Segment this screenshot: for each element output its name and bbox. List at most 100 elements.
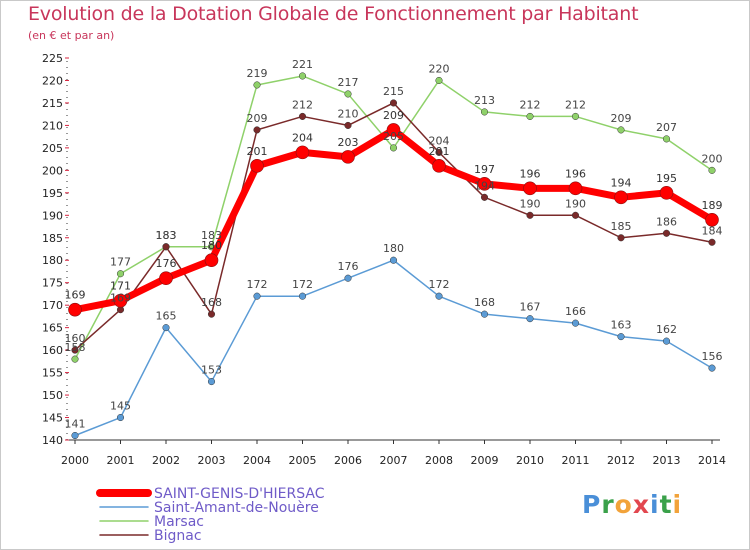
data-label-marsac: 219 — [247, 67, 268, 80]
data-label-saint-amant-de-nouere: 172 — [429, 278, 450, 291]
chart-axes: 1401451501551601651701751801851901952002… — [42, 52, 726, 467]
data-label-saint-amant-de-nouere: 141 — [65, 418, 86, 431]
data-label-bignac: 184 — [702, 224, 723, 237]
x-tick-label: 2013 — [653, 454, 681, 467]
data-point-marsac — [253, 81, 261, 89]
logo-letter: x — [632, 490, 650, 519]
data-label-saint-amant-de-nouere: 153 — [201, 364, 222, 377]
data-label-bignac: 209 — [247, 112, 268, 125]
data-label-saint-amant-de-nouere: 176 — [338, 260, 359, 273]
x-tick-label: 2014 — [698, 454, 726, 467]
data-label-bignac: 190 — [565, 197, 586, 210]
data-label-marsac: 158 — [65, 341, 86, 354]
data-point-bignac — [480, 193, 489, 201]
data-point-marsac — [617, 126, 625, 134]
data-point-marsac — [708, 166, 716, 174]
data-point-saint-amant-de-nouere — [662, 337, 671, 345]
data-point-saint-genis-d-hiersac — [432, 159, 446, 173]
data-label-saint-genis-d-hiersac: 196 — [520, 167, 541, 180]
legend-label-saint-genis-d-hiersac: SAINT-GENIS-D'HIERSAC — [154, 486, 325, 502]
logo-letter: t — [659, 490, 673, 519]
x-tick-label: 2003 — [198, 454, 226, 467]
y-tick-label: 165 — [42, 322, 63, 335]
data-point-saint-amant-de-nouere — [71, 431, 79, 440]
x-tick-label: 2006 — [334, 454, 362, 467]
data-point-saint-amant-de-nouere — [344, 274, 352, 282]
data-point-saint-genis-d-hiersac — [250, 159, 264, 173]
data-point-saint-genis-d-hiersac — [523, 181, 537, 196]
data-label-saint-genis-d-hiersac: 195 — [656, 172, 677, 185]
data-label-marsac: 221 — [292, 58, 313, 71]
data-label-bignac: 215 — [383, 85, 404, 98]
data-point-saint-genis-d-hiersac — [386, 123, 401, 137]
data-label-saint-amant-de-nouere: 167 — [520, 301, 541, 314]
data-point-saint-amant-de-nouere — [526, 315, 534, 323]
data-label-saint-genis-d-hiersac: 201 — [247, 145, 268, 158]
data-point-bignac — [253, 126, 261, 134]
logo-letter: o — [614, 490, 633, 519]
data-point-saint-amant-de-nouere — [389, 256, 398, 264]
data-point-bignac — [435, 148, 443, 156]
x-tick-label: 2011 — [562, 454, 590, 467]
logo-letter: i — [672, 490, 683, 519]
data-label-bignac: 186 — [656, 215, 677, 228]
data-label-saint-amant-de-nouere: 145 — [110, 400, 131, 413]
x-tick-label: 2009 — [471, 454, 499, 467]
x-tick-label: 2001 — [107, 454, 135, 467]
data-point-marsac — [71, 355, 79, 363]
x-tick-label: 2007 — [380, 454, 408, 467]
data-label-bignac: 169 — [110, 292, 131, 305]
data-point-bignac — [708, 238, 716, 246]
data-label-marsac: 213 — [474, 94, 495, 107]
y-tick-label: 145 — [42, 412, 63, 425]
data-point-saint-genis-d-hiersac — [477, 177, 492, 191]
y-tick-label: 210 — [42, 119, 63, 132]
data-point-saint-amant-de-nouere — [571, 319, 580, 327]
data-label-saint-genis-d-hiersac: 176 — [156, 257, 177, 270]
data-point-saint-genis-d-hiersac — [341, 150, 355, 164]
data-point-bignac — [662, 229, 671, 237]
data-point-bignac — [298, 112, 307, 120]
data-label-saint-amant-de-nouere: 165 — [156, 310, 177, 323]
y-tick-label: 155 — [42, 367, 63, 380]
data-label-saint-amant-de-nouere: 172 — [292, 278, 313, 291]
data-label-saint-genis-d-hiersac: 169 — [65, 289, 86, 302]
data-point-marsac — [662, 135, 671, 143]
data-label-saint-genis-d-hiersac: 171 — [110, 280, 131, 293]
y-tick-label: 225 — [42, 52, 63, 65]
x-tick-label: 2008 — [425, 454, 453, 467]
data-point-marsac — [116, 270, 125, 278]
chart-legend: SAINT-GENIS-D'HIERSACSaint-Amant-de-Nouè… — [96, 486, 325, 544]
y-tick-label: 180 — [42, 254, 63, 267]
data-point-marsac — [480, 108, 489, 116]
legend-label-marsac: Marsac — [154, 514, 204, 530]
data-label-bignac: 212 — [292, 98, 313, 111]
data-label-saint-amant-de-nouere: 172 — [247, 278, 268, 291]
data-label-bignac: 190 — [520, 197, 541, 210]
data-point-bignac — [207, 310, 216, 318]
data-point-saint-genis-d-hiersac — [68, 302, 82, 317]
data-label-saint-genis-d-hiersac: 201 — [429, 145, 450, 158]
data-point-saint-amant-de-nouere — [435, 292, 443, 300]
x-tick-label: 2005 — [289, 454, 317, 467]
data-label-saint-genis-d-hiersac: 194 — [611, 176, 632, 189]
data-label-bignac: 168 — [201, 296, 222, 309]
data-point-marsac — [526, 112, 534, 120]
data-label-bignac: 210 — [338, 107, 359, 120]
y-tick-label: 175 — [42, 277, 63, 290]
data-label-saint-amant-de-nouere: 180 — [383, 242, 404, 255]
data-label-marsac: 207 — [656, 121, 677, 134]
data-point-saint-amant-de-nouere — [207, 378, 216, 386]
data-point-bignac — [71, 346, 79, 354]
data-label-saint-amant-de-nouere: 156 — [702, 350, 723, 363]
logo-letter: P — [582, 490, 602, 519]
x-tick-label: 2004 — [243, 454, 271, 467]
data-point-bignac — [344, 121, 352, 129]
y-tick-label: 140 — [42, 434, 63, 447]
data-label-bignac: 185 — [611, 220, 632, 233]
data-label-marsac: 209 — [611, 112, 632, 125]
data-point-saint-genis-d-hiersac — [295, 145, 310, 160]
data-label-marsac: 200 — [702, 152, 723, 165]
legend-label-saint-amant-de-nouere: Saint-Amant-de-Nouère — [154, 500, 319, 516]
